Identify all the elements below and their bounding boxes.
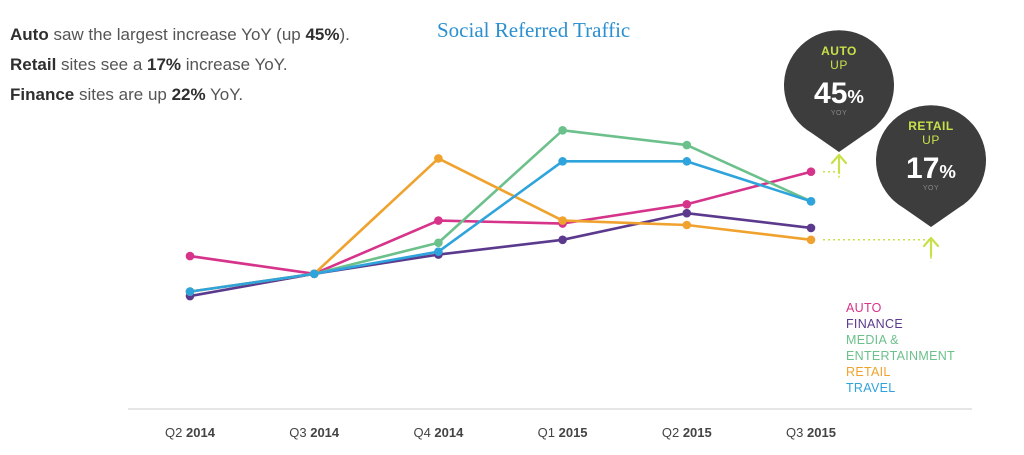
data-point (682, 208, 692, 218)
headline-retail-text: sites see a (56, 55, 148, 74)
data-point (434, 238, 443, 248)
headline-retail-end: increase YoY. (181, 55, 288, 74)
chart-title: Social Referred Traffic (437, 18, 631, 42)
legend-item-retail: RETAIL (846, 365, 891, 379)
headline-line-retail: Retail sites see a 17% increase YoY. (10, 50, 350, 80)
callout-yoy: YOY (923, 185, 939, 192)
up-arrow-icon (830, 153, 848, 175)
x-tick-label: Q3 2015 (786, 425, 836, 440)
data-point (806, 167, 816, 177)
series-line (189, 211, 812, 298)
headline-auto-text: saw the largest increase YoY (up (48, 25, 306, 44)
headline-auto-end: ). (339, 25, 350, 44)
data-point (185, 287, 195, 296)
headline-auto-value: 45% (305, 25, 340, 44)
headline-finance-text: sites are up (74, 85, 172, 104)
data-point (682, 199, 692, 209)
up-arrow-icon (922, 236, 940, 258)
headline-line-auto: Auto saw the largest increase YoY (up 45… (10, 20, 350, 50)
headline: Auto saw the largest increase YoY (up 45… (10, 20, 350, 110)
x-tick-label: Q4 2014 (413, 425, 464, 440)
series-line (189, 160, 812, 293)
legend-item-finance: FINANCE (846, 317, 903, 331)
data-point (806, 235, 816, 245)
data-point (558, 157, 567, 166)
callout-yoy: YOY (831, 110, 847, 117)
data-point (558, 235, 567, 245)
headline-finance-bold: Finance (10, 85, 75, 104)
data-point (806, 197, 816, 206)
callout-label: RETAIL (908, 119, 953, 133)
callout-connector (823, 239, 932, 262)
headline-retail-value: 17% (147, 55, 182, 74)
data-point (309, 269, 319, 279)
x-tick-label: Q1 2015 (538, 425, 588, 440)
headline-finance-end: YoY. (205, 85, 244, 104)
data-point (682, 220, 692, 230)
data-point (806, 223, 816, 233)
data-point (558, 216, 567, 225)
callout-pin (875, 105, 987, 227)
callout-sublabel: UP (922, 133, 940, 147)
series-line (189, 128, 812, 293)
callout-sublabel: UP (830, 58, 848, 72)
headline-retail-bold: Retail (10, 55, 57, 74)
legend-item-auto: AUTO (846, 301, 882, 315)
chart-legend: AUTO FINANCE MEDIA & ENTERTAINMENT RETAIL… (846, 300, 955, 396)
headline-line-finance: Finance sites are up 22% YoY. (10, 80, 350, 110)
data-point (682, 140, 692, 150)
headline-finance-value: 22% (171, 85, 206, 104)
callout-value: 45% (814, 77, 864, 110)
callout-connector (823, 170, 840, 179)
data-point (558, 125, 567, 135)
headline-auto-bold: Auto (10, 25, 49, 44)
series-line (189, 157, 812, 293)
legend-item-media: MEDIA & ENTERTAINMENT (846, 333, 955, 363)
data-point (434, 247, 443, 256)
series-line (189, 170, 812, 276)
x-tick-label: Q3 2014 (289, 425, 340, 440)
callout-pin (783, 30, 894, 152)
data-point (434, 216, 443, 225)
data-point (434, 154, 443, 163)
callout-label: AUTO (821, 44, 857, 58)
callout-value: 17% (906, 152, 956, 185)
data-point (682, 157, 692, 166)
legend-item-travel: TRAVEL (846, 381, 896, 395)
data-point (185, 251, 195, 261)
x-tick-label: Q2 2014 (165, 425, 216, 440)
x-tick-label: Q2 2015 (662, 425, 712, 440)
